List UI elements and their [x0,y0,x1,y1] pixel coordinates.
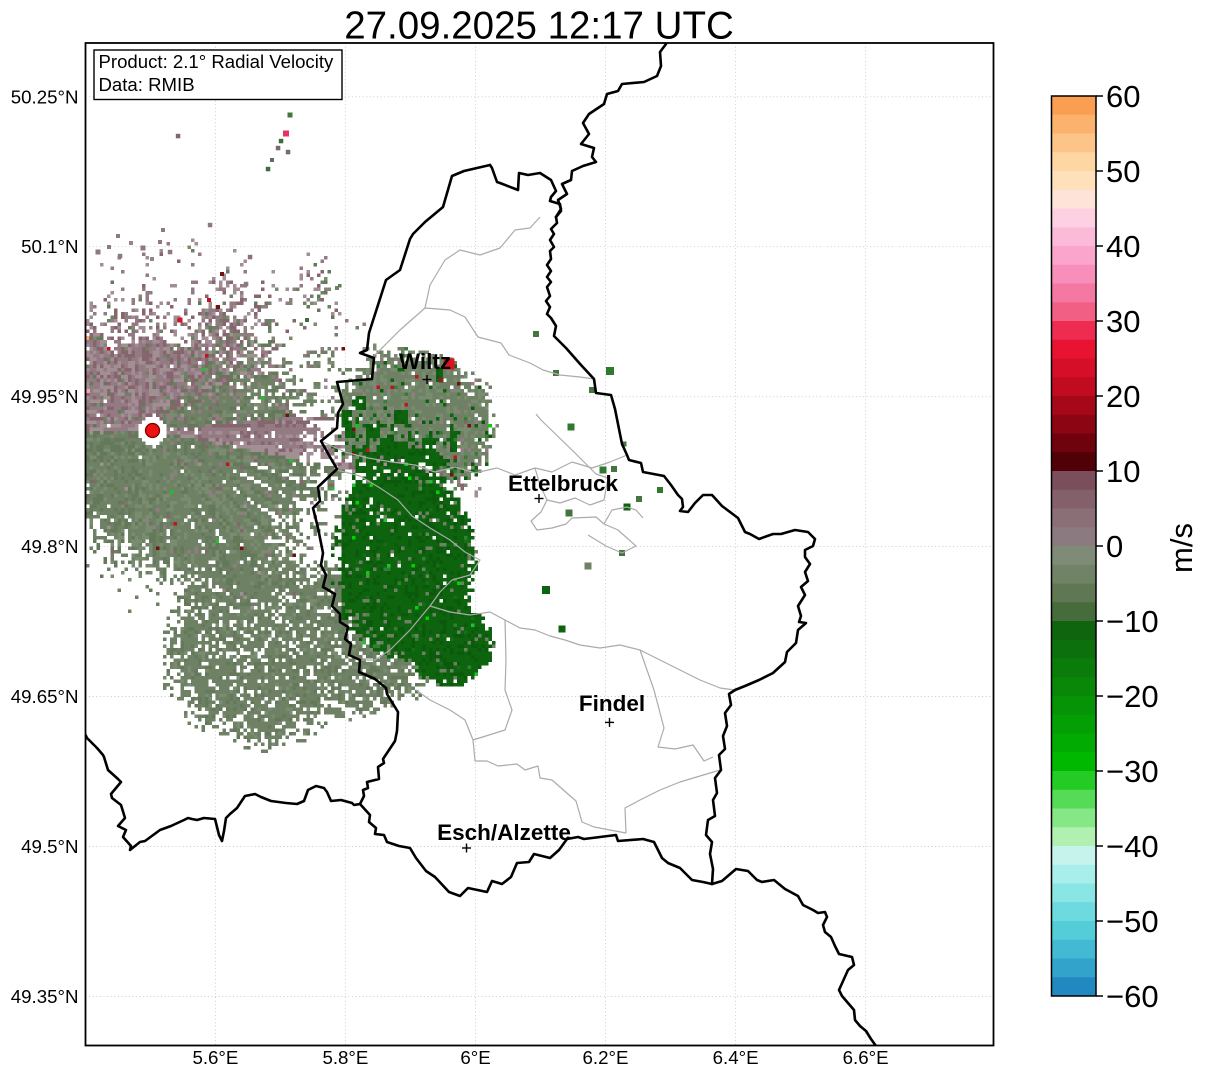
svg-text:−10: −10 [1106,604,1159,639]
svg-text:Esch/Alzette: Esch/Alzette [437,820,571,845]
svg-text:30: 30 [1106,304,1140,339]
svg-text:5.6°E: 5.6°E [192,1047,238,1068]
svg-text:40: 40 [1106,229,1140,264]
svg-text:50: 50 [1106,154,1140,189]
svg-text:49.35°N: 49.35°N [11,986,79,1007]
svg-text:0: 0 [1106,529,1123,564]
svg-text:27.09.2025 12:17 UTC: 27.09.2025 12:17 UTC [344,5,734,48]
svg-text:−50: −50 [1106,904,1159,939]
svg-text:20: 20 [1106,379,1140,414]
svg-text:50.1°N: 50.1°N [21,236,78,257]
svg-text:Wiltz: Wiltz [399,349,451,374]
svg-text:49.95°N: 49.95°N [11,386,79,407]
svg-text:Data: RMIB: Data: RMIB [99,74,195,95]
svg-text:m/s: m/s [1164,523,1199,573]
svg-text:−60: −60 [1106,979,1159,1014]
svg-text:6.2°E: 6.2°E [583,1047,629,1068]
svg-text:60: 60 [1106,79,1140,114]
svg-text:50.25°N: 50.25°N [11,86,79,107]
svg-text:5.8°E: 5.8°E [322,1047,368,1068]
svg-text:49.65°N: 49.65°N [11,686,79,707]
svg-text:−20: −20 [1106,679,1159,714]
svg-text:−30: −30 [1106,754,1159,789]
svg-text:10: 10 [1106,454,1140,489]
svg-text:49.8°N: 49.8°N [21,536,78,557]
svg-text:6.4°E: 6.4°E [713,1047,759,1068]
svg-text:6°E: 6°E [460,1047,490,1068]
svg-text:−40: −40 [1106,829,1159,864]
svg-text:6.6°E: 6.6°E [843,1047,889,1068]
svg-text:Ettelbruck: Ettelbruck [508,471,619,496]
svg-text:Findel: Findel [579,691,645,716]
svg-text:49.5°N: 49.5°N [21,836,78,857]
svg-text:Product: 2.1° Radial Velocity: Product: 2.1° Radial Velocity [99,51,335,72]
